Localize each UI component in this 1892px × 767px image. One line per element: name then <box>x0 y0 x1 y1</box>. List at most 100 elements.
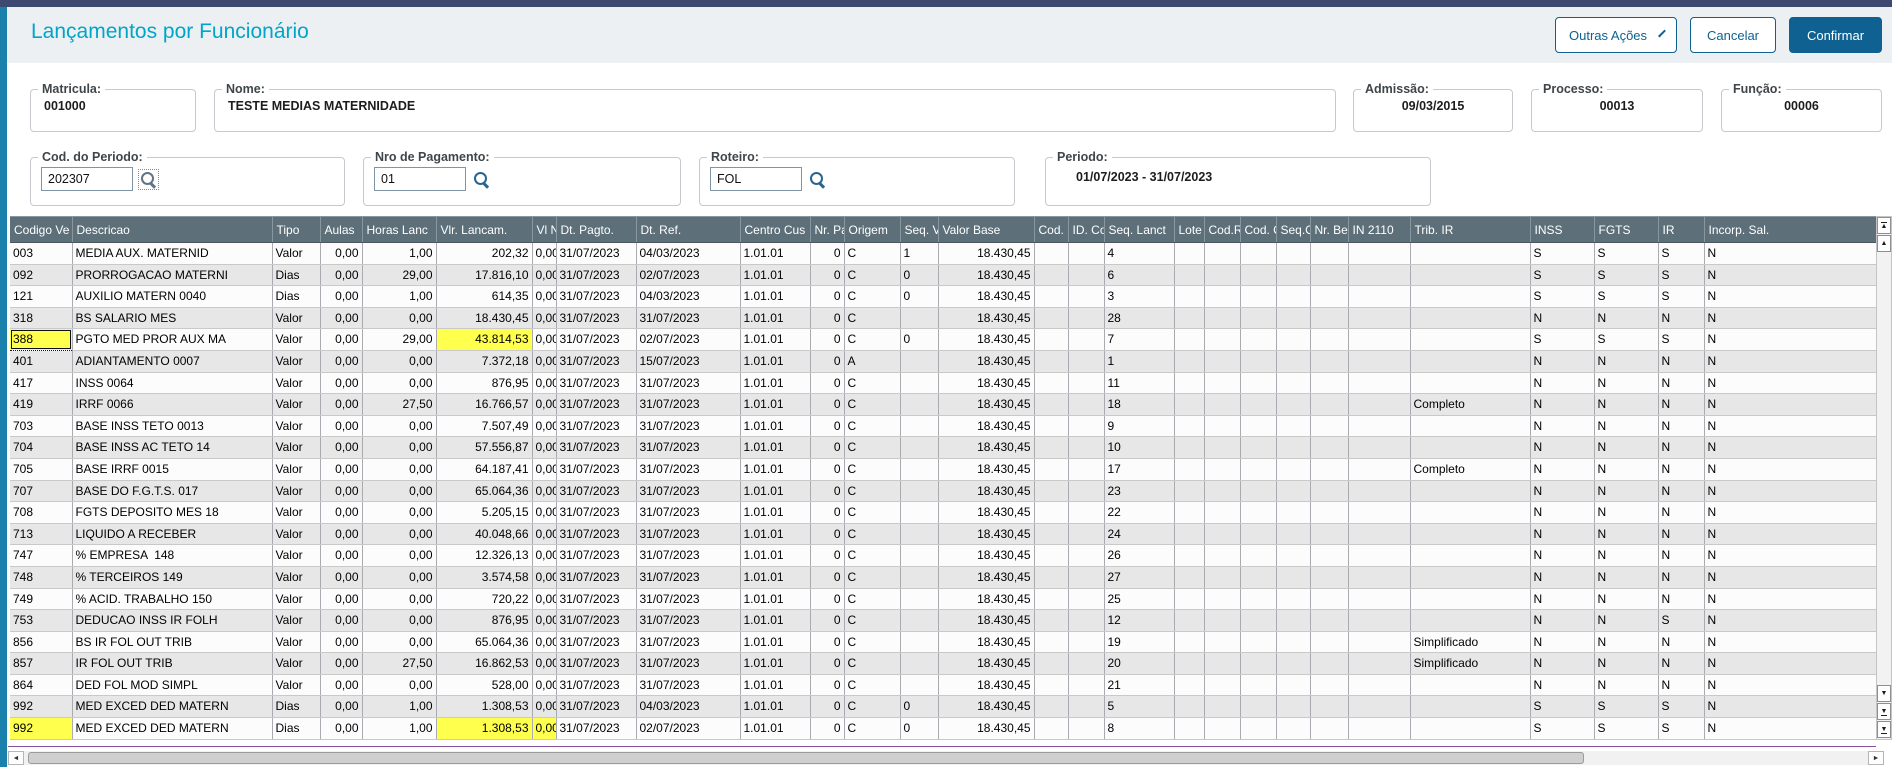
grid-cell[interactable] <box>1174 695 1205 719</box>
grid-cell[interactable] <box>1204 372 1241 395</box>
table-row[interactable]: 003 MEDIA AUX. MATERNID Valor 0,00 1,00 202,3… <box>10 242 1877 265</box>
grid-cell[interactable] <box>1174 350 1205 373</box>
grid-cell[interactable] <box>1034 609 1069 632</box>
grid-cell[interactable]: S <box>1658 609 1705 632</box>
grid-cell[interactable] <box>1034 372 1069 395</box>
grid-cell[interactable]: 1,00 <box>362 695 437 719</box>
column-header[interactable]: Cod. C <box>1240 216 1277 243</box>
grid-cell[interactable]: N <box>1658 674 1705 697</box>
column-header[interactable]: Seq.C <box>1276 216 1311 243</box>
grid-cell[interactable] <box>900 523 939 546</box>
grid-cell[interactable]: 18.430,45 <box>938 501 1035 524</box>
grid-cell[interactable]: 29,00 <box>362 328 437 351</box>
grid-cell[interactable]: 749 <box>10 588 73 611</box>
grid-cell[interactable]: 528,00 <box>436 674 533 697</box>
grid-cell[interactable]: N <box>1594 393 1659 416</box>
grid-cell[interactable]: N <box>1594 501 1659 524</box>
grid-cell[interactable] <box>1204 393 1241 416</box>
grid-cell[interactable]: A <box>844 350 901 373</box>
grid-cell[interactable]: N <box>1594 523 1659 546</box>
grid-cell[interactable] <box>1310 393 1349 416</box>
grid-cell[interactable]: 401 <box>10 350 73 373</box>
grid-cell[interactable]: 0 <box>900 717 939 740</box>
grid-cell[interactable]: INSS 0064 <box>72 372 273 395</box>
grid-cell[interactable] <box>900 307 939 330</box>
grid-cell[interactable] <box>1240 631 1277 654</box>
grid-cell[interactable] <box>1174 523 1205 546</box>
grid-cell[interactable] <box>1204 674 1241 697</box>
grid-cell[interactable]: 0,00 <box>532 328 557 351</box>
grid-cell[interactable]: 0,00 <box>362 350 437 373</box>
grid-cell[interactable] <box>1068 674 1105 697</box>
grid-cell[interactable] <box>900 652 939 675</box>
grid-cell[interactable]: 0,00 <box>362 523 437 546</box>
grid-cell[interactable]: N <box>1530 372 1595 395</box>
grid-cell[interactable]: 18.430,45 <box>938 242 1035 265</box>
grid-cell[interactable]: N <box>1594 652 1659 675</box>
grid-cell[interactable] <box>1034 415 1069 438</box>
grid-cell[interactable]: N <box>1530 674 1595 697</box>
grid-cell[interactable] <box>1068 501 1105 524</box>
grid-cell[interactable]: Valor <box>272 501 321 524</box>
grid-cell[interactable] <box>1204 328 1241 351</box>
grid-cell[interactable] <box>1276 393 1311 416</box>
grid-cell[interactable] <box>1348 566 1411 589</box>
grid-cell[interactable]: N <box>1530 458 1595 481</box>
grid-cell[interactable] <box>1410 717 1531 740</box>
grid-cell[interactable]: 7.507,49 <box>436 415 533 438</box>
grid-cell[interactable]: 31/07/2023 <box>556 717 637 740</box>
grid-cell[interactable]: 0 <box>900 695 939 719</box>
grid-cell[interactable]: 0 <box>810 652 845 675</box>
grid-cell[interactable]: 857 <box>10 652 73 675</box>
grid-cell[interactable]: 992 <box>10 717 73 740</box>
table-row[interactable]: 121 AUXILIO MATERN 0040 Dias 0,00 1,00 614,35… <box>10 285 1877 308</box>
grid-cell[interactable]: 614,35 <box>436 285 533 308</box>
grid-cell[interactable] <box>1240 566 1277 589</box>
grid-cell[interactable]: 31/07/2023 <box>556 566 637 589</box>
grid-cell[interactable]: S <box>1658 695 1705 719</box>
grid-cell[interactable]: 0 <box>810 566 845 589</box>
grid-cell[interactable]: C <box>844 328 901 351</box>
grid-cell[interactable]: C <box>844 695 901 719</box>
grid-cell[interactable] <box>1348 350 1411 373</box>
grid-cell[interactable] <box>1410 480 1531 503</box>
grid-cell[interactable]: Completo <box>1410 393 1531 416</box>
grid-cell[interactable]: 0,00 <box>320 242 363 265</box>
grid-cell[interactable]: N <box>1704 566 1877 589</box>
grid-cell[interactable]: 31/07/2023 <box>636 501 741 524</box>
grid-cell[interactable] <box>1174 631 1205 654</box>
grid-cell[interactable] <box>1240 242 1277 265</box>
grid-cell[interactable] <box>1276 588 1311 611</box>
grid-cell[interactable] <box>1034 695 1069 719</box>
grid-cell[interactable]: 0,00 <box>320 307 363 330</box>
grid-cell[interactable]: 0,00 <box>532 631 557 654</box>
grid-cell[interactable] <box>1034 480 1069 503</box>
grid-cell[interactable] <box>1204 350 1241 373</box>
grid-cell[interactable]: S <box>1658 242 1705 265</box>
grid-cell[interactable]: 0,00 <box>532 436 557 459</box>
grid-cell[interactable]: N <box>1704 652 1877 675</box>
grid-cell[interactable] <box>1068 631 1105 654</box>
grid-cell[interactable] <box>1310 415 1349 438</box>
grid-cell[interactable]: 31/07/2023 <box>556 501 637 524</box>
grid-cell[interactable]: 31/07/2023 <box>556 242 637 265</box>
column-header[interactable]: Lote F <box>1174 216 1205 243</box>
grid-cell[interactable] <box>1410 544 1531 567</box>
grid-cell[interactable]: N <box>1658 652 1705 675</box>
grid-cell[interactable]: 703 <box>10 415 73 438</box>
grid-cell[interactable] <box>1174 588 1205 611</box>
grid-cell[interactable] <box>1310 674 1349 697</box>
grid-cell[interactable]: 1 <box>1104 350 1175 373</box>
grid-cell[interactable]: N <box>1704 307 1877 330</box>
grid-cell[interactable]: Valor <box>272 652 321 675</box>
grid-cell[interactable]: Valor <box>272 544 321 567</box>
grid-cell[interactable]: 4 <box>1104 242 1175 265</box>
grid-cell[interactable] <box>1410 328 1531 351</box>
grid-cell[interactable]: C <box>844 544 901 567</box>
grid-cell[interactable] <box>1276 285 1311 308</box>
grid-cell[interactable] <box>1068 480 1105 503</box>
grid-cell[interactable] <box>1410 264 1531 287</box>
grid-cell[interactable]: Valor <box>272 588 321 611</box>
grid-cell[interactable] <box>1204 523 1241 546</box>
